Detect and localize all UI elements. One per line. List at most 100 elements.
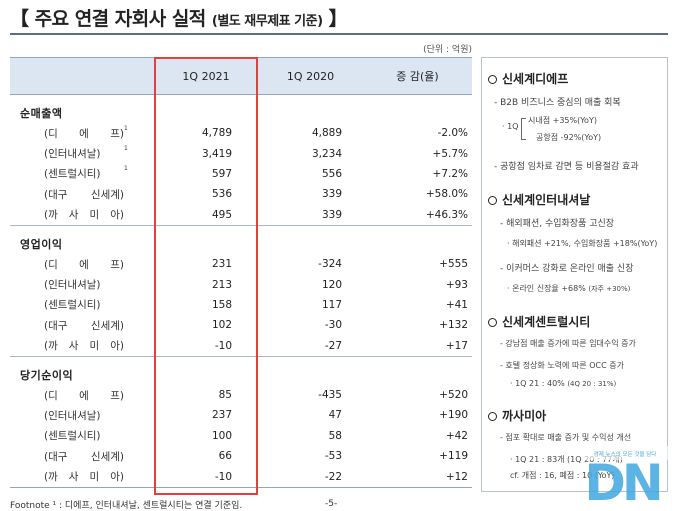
row-label: (디 에 프) <box>44 389 124 402</box>
row-label: (인터내셔날) <box>44 409 101 422</box>
circle-bullet-icon <box>488 318 497 327</box>
cell-1q2020: 3,234 <box>311 147 342 160</box>
table-row: (인터내셔날) 213 120 +93 <box>10 274 472 294</box>
table-row: (디 에 프) 85 -435 +520 <box>10 385 472 405</box>
cc-line-2: - 호텔 정상화 노력에 따른 OCC 증가 <box>500 361 624 370</box>
group-row-net-income: 당기순이익 <box>10 365 472 385</box>
row-label: (대구 신세계) <box>44 450 124 463</box>
df-downtown: 시내점 +35%(YoY) <box>528 116 597 125</box>
unit-label: (단위 : 억원) <box>423 45 472 55</box>
row-label: (센트럴시티) <box>44 430 101 443</box>
cell-change: +5.7% <box>432 147 468 160</box>
title-close: 】 <box>328 8 348 30</box>
title-sub: (별도 재무제표 기준) <box>211 14 323 29</box>
intl-line-3: - 이커머스 강화로 온라인 매출 신장 <box>500 264 634 274</box>
cell-1q2021: 3,419 <box>201 147 232 160</box>
group-label: 당기순이익 <box>20 368 74 382</box>
row-label: (센트럴시티) <box>44 299 101 312</box>
table-row: (센트럴시티) 1 597 556 +7.2% <box>10 164 472 184</box>
table-row: (까 사 미 아) 495 339 +46.3% <box>10 205 472 226</box>
row-label: (인터내셔날) <box>44 279 101 292</box>
row-label: (까 사 미 아) <box>44 209 124 222</box>
cell-1q2021: 237 <box>211 409 232 422</box>
cell-1q2020: 339 <box>321 208 342 221</box>
table-row: (디 에 프)1 4,789 4,889 -2.0% <box>10 123 472 143</box>
cell-1q2021: 597 <box>211 167 232 180</box>
df-quarter: · 1Q <box>502 122 519 131</box>
cell-change: +7.2% <box>432 167 468 180</box>
row-label: (디 에 프)1 <box>44 124 128 140</box>
row-label: (센트럴시티) 1 <box>44 165 128 181</box>
results-table: 1Q 2021 1Q 2020 증 감(율) 순매출액 (디 에 프)1 4,789… <box>10 57 472 488</box>
header-1q2021: 1Q 2021 <box>154 57 258 95</box>
cell-1q2021: 158 <box>211 298 232 311</box>
circle-bullet-icon <box>488 75 497 84</box>
table-row: (인터내셔날) 237 47 +190 <box>10 405 472 425</box>
footnote: Footnote ¹ : 디에프, 인터내셔날, 센트럴시티는 연결 기준임. <box>10 501 243 511</box>
df-line-2: - 공항점 임차료 감면 등 비용절감 효과 <box>494 162 639 172</box>
cell-change: +42 <box>445 429 468 442</box>
cell-change: +555 <box>439 258 468 271</box>
group-label: 순매출액 <box>20 107 63 120</box>
row-label: (대구 신세계) <box>44 188 124 201</box>
cell-1q2021: 213 <box>211 278 232 291</box>
table-row: (대구 신세계) 536 339 +58.0% <box>10 184 472 204</box>
row-label: (대구 신세계) <box>44 319 124 332</box>
cell-1q2021: 66 <box>218 450 232 463</box>
intl-line-4: · 온라인 신장율 +68% (자주 +30%) <box>507 284 631 293</box>
circle-bullet-icon <box>488 412 497 421</box>
watermark-logo: 경제 뉴스의 모든 것을 담다 DN <box>582 446 668 508</box>
cell-1q2020: -324 <box>318 258 342 271</box>
casamia-line-3: cf. 개점 : 16, 폐점 : 10 (YoY) <box>510 471 615 480</box>
section-title-central-city: 신세계센트럴시티 <box>488 313 590 330</box>
group-row-operating-profit: 영업이익 <box>10 234 472 254</box>
logo-text: DN <box>584 454 660 508</box>
table-header-row: 1Q 2021 1Q 2020 증 감(율) <box>10 57 472 95</box>
cell-change: -2.0% <box>437 127 468 140</box>
title-rule <box>10 33 668 35</box>
cell-change: +119 <box>439 450 468 463</box>
cell-change: +12 <box>363 466 472 488</box>
row-label: (디 에 프) <box>44 258 124 271</box>
commentary-panel: 신세계디에프 - B2B 비즈니스 중심의 매출 회복 · 1Q 시내점 +35… <box>481 57 668 492</box>
circle-bullet-icon <box>488 196 497 205</box>
cell-1q2021: 100 <box>211 429 232 442</box>
casamia-line-2: · 1Q 21 : 83개 (1Q 20 : 77개) <box>510 455 623 464</box>
section-title-international: 신세계인터내셔날 <box>488 191 590 208</box>
group-row-net-sales: 순매출액 <box>10 103 472 123</box>
header-change: 증 감(율) <box>363 57 472 95</box>
cell-1q2021: -10 <box>214 339 232 352</box>
cell-1q2021: 4,789 <box>201 127 232 140</box>
row-label: (까 사 미 아) <box>44 340 124 353</box>
cell-change: +132 <box>439 319 468 332</box>
header-1q2020: 1Q 2020 <box>258 57 363 95</box>
table-row: (센트럴시티) 100 58 +42 <box>10 426 472 446</box>
table-row: (디 에 프) 231 -324 +555 <box>10 254 472 274</box>
cell-1q2021: 85 <box>218 389 232 402</box>
brace-icon <box>521 118 526 140</box>
table-row: (대구 신세계) 102 -30 +132 <box>10 315 472 335</box>
cell-1q2020: 339 <box>321 188 342 201</box>
casamia-line-1: - 점포 확대로 매출 증가 및 수익성 개선 <box>500 433 632 442</box>
intl-line-2: · 해외패션 +21%, 수입화장품 +18%(YoY) <box>507 239 658 248</box>
table-row: (대구 신세계) 66 -53 +119 <box>10 446 472 466</box>
page-number: -5- <box>325 499 338 509</box>
row-label: (인터내셔날) 1 <box>44 145 128 161</box>
cell-change: +190 <box>439 409 468 422</box>
page-title: 【 주요 연결 자회사 실적 (별도 재무제표 기준) 】 <box>10 4 348 31</box>
section-title-casamia: 까사미아 <box>488 407 546 424</box>
cell-1q2020: -22 <box>258 466 363 488</box>
cell-1q2020: 47 <box>328 409 342 422</box>
cell-1q2020: 117 <box>321 298 342 311</box>
cc-line-3: · 1Q 21 : 40% (4Q 20 : 31%) <box>510 379 617 388</box>
cell-change: +41 <box>445 298 468 311</box>
table-row: (까 사 미 아) -10 -22 +12 <box>10 466 472 488</box>
table-row: (까 사 미 아) -10 -27 +17 <box>10 336 472 357</box>
cell-1q2020: -53 <box>324 450 342 463</box>
cell-change: +17 <box>445 339 468 352</box>
cell-change: +58.0% <box>425 188 468 201</box>
logo-tagline: 경제 뉴스의 모든 것을 담다 <box>594 450 657 458</box>
group-spacer <box>10 95 472 104</box>
header-blank <box>10 57 154 95</box>
cell-1q2020: 4,889 <box>311 127 342 140</box>
